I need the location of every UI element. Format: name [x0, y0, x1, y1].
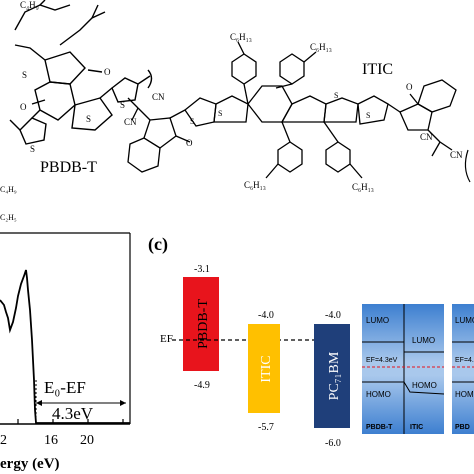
- itic-o-1: O: [186, 138, 193, 148]
- band1-homo-left: HOMO: [366, 390, 391, 399]
- ups-annotation: E₀-EF: [44, 378, 86, 397]
- c4h9-top: C₄H₉: [20, 0, 39, 10]
- ups-xlabel: ergy (eV): [0, 456, 60, 472]
- pcbm-bar-label: PC₇₁BM: [327, 351, 342, 400]
- ups-curve: [0, 269, 130, 424]
- atom-s-1: S: [22, 70, 27, 80]
- band1-lumo-right: LUMO: [412, 336, 435, 345]
- ups-c2h5: C₂H₅: [0, 213, 17, 222]
- band2-lumo: LUMO: [455, 316, 474, 325]
- next-structure-edge: [464, 149, 471, 183]
- itic-bar: [248, 324, 280, 413]
- band2-ef: EF=4.: [455, 357, 474, 364]
- atom-o-2: O: [20, 102, 27, 112]
- ups-tick-16: 16: [44, 433, 58, 448]
- ups-partial-tick: 2: [0, 433, 7, 448]
- band1-bottom-left: PBDB-T: [366, 424, 393, 431]
- ups-value: 4.3eV: [52, 404, 94, 423]
- itic-c6h13-4: C₆H₁₃: [352, 182, 374, 192]
- pcbm-lumo-value: -4.0: [325, 310, 341, 321]
- pcbm-bar: [314, 324, 350, 428]
- cn-1: CN: [152, 92, 165, 102]
- cn-2: CN: [124, 117, 137, 127]
- cn-4: CN: [450, 150, 463, 160]
- itic-s-3: S: [190, 117, 194, 126]
- ups-tick-20: 20: [80, 433, 94, 448]
- cn-3: CN: [420, 132, 433, 142]
- atom-s-3: S: [120, 100, 125, 110]
- pbdbt-title: PBDB-T: [40, 159, 97, 176]
- ups-plot: [0, 232, 131, 425]
- pbdbt-structure: [9, 0, 153, 145]
- itic-bar-label: ITIC: [259, 355, 274, 382]
- panel-c-label: (c): [148, 234, 168, 255]
- band1-homo-right: HOMO: [412, 381, 437, 390]
- itic-homo-value: -5.7: [258, 422, 274, 433]
- pcbm-homo-value: -6.0: [325, 438, 341, 449]
- atom-s-2: S: [86, 114, 91, 124]
- ef-label: EF: [160, 333, 173, 345]
- band2-homo: HOMO: [455, 390, 474, 399]
- atom-s-4: S: [30, 144, 35, 154]
- itic-structure: [127, 41, 457, 179]
- itic-c6h13-1: C₆H₁₃: [230, 32, 252, 42]
- itic-s-1: S: [218, 109, 222, 118]
- itic-lumo-value: -4.0: [258, 310, 274, 321]
- band-diagram-1: [362, 304, 445, 434]
- pbdbt-bar: [183, 277, 219, 371]
- itic-c6h13-3: C₆H₁₃: [244, 180, 266, 190]
- itic-s-4: S: [366, 111, 370, 120]
- pbdbt-homo-value: -4.9: [194, 380, 210, 391]
- atom-o-1: O: [104, 67, 111, 77]
- itic-title: ITIC: [362, 61, 393, 78]
- pbdbt-bar-label: PBDB-T: [196, 299, 211, 349]
- itic-o-2: O: [406, 82, 413, 92]
- itic-c6h13-2: C₆H₁₃: [310, 42, 332, 52]
- itic-s-2: S: [334, 91, 338, 100]
- band1-lumo-left: LUMO: [366, 316, 389, 325]
- band2-bottom: PBD: [455, 424, 470, 431]
- band1-ef: EF=4.3eV: [366, 357, 398, 364]
- pbdbt-lumo-value: -3.1: [194, 264, 210, 275]
- band-diagram-2: [452, 304, 474, 434]
- c4h9-bottom: C₄H₉: [0, 185, 17, 194]
- band1-bottom-right: ITIC: [410, 424, 423, 431]
